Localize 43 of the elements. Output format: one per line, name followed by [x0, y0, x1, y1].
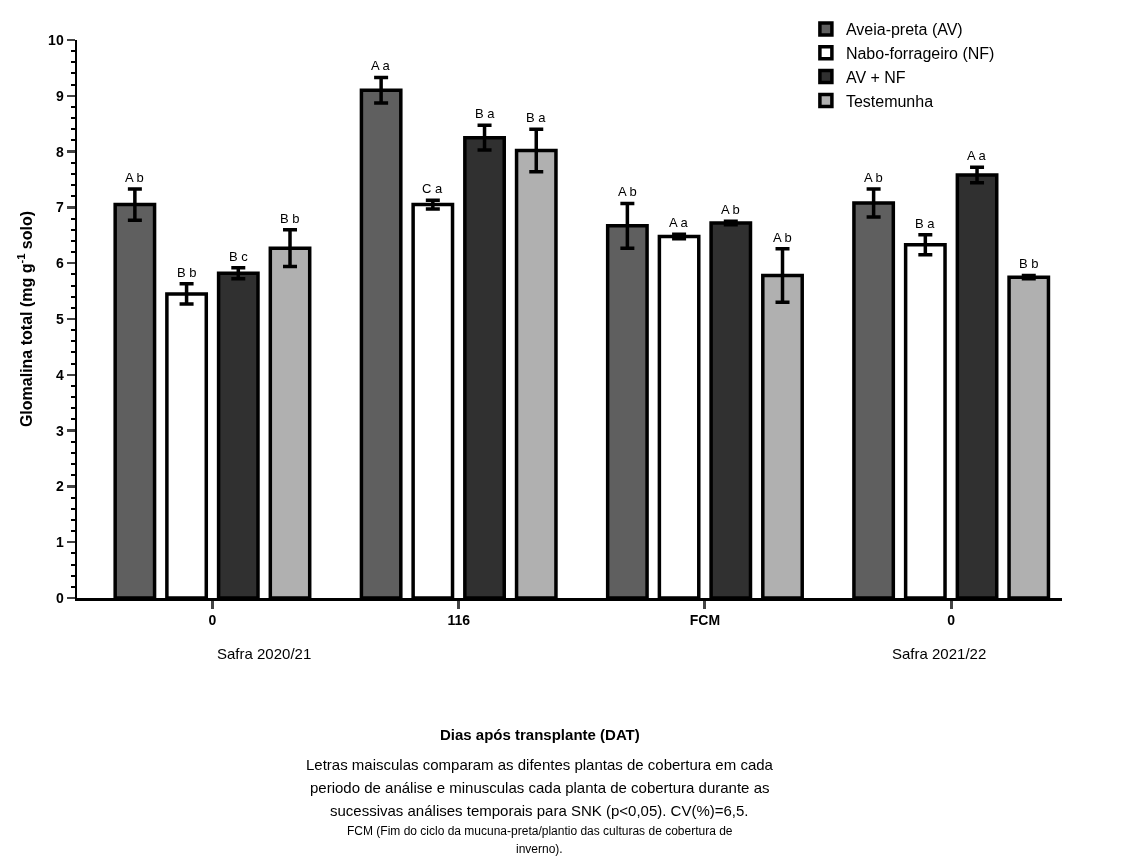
y-tick-label: 3 [55, 422, 64, 439]
text: Dias após transplante (DAT) [440, 726, 640, 743]
data-label: A a [371, 58, 391, 73]
data-label: B a [475, 106, 496, 121]
text: inverno). [516, 842, 563, 856]
data-label: A b [125, 170, 144, 185]
data-label: B b [177, 265, 197, 280]
x-tick-label: 0 [947, 612, 956, 629]
y-tick-label: 1 [55, 534, 64, 551]
y-tick-label: 6 [55, 255, 64, 272]
data-label: A a [967, 148, 987, 163]
legend-label: Testemunha [845, 92, 934, 110]
legend-label: Aveia-preta (AV) [845, 21, 963, 39]
legend-label: Nabo-forrageiro (NF) [845, 45, 995, 63]
y-tick-label: 0 [55, 589, 64, 606]
data-label: A a [669, 215, 689, 230]
text: Safra 2021/22 [892, 645, 987, 662]
x-tick-label: 116 [447, 612, 471, 629]
text: Safra 2020/21 [217, 645, 312, 662]
data-label: B b [280, 211, 300, 226]
text: periodo de análise e minusculas cada planta de cobertura durante as [310, 779, 770, 796]
y-tick-label: 8 [55, 143, 64, 160]
y-tick-label: 7 [55, 199, 64, 216]
data-label: B b [1019, 256, 1039, 271]
y-tick-label: 9 [55, 87, 64, 104]
text: FCM (Fim do ciclo da mucuna-preta/plantio das culturas de cobertura de [347, 824, 733, 838]
text: Letras maisculas comparam as difentes plantas de cobertura em cada [306, 756, 774, 773]
y-tick-label: 2 [55, 478, 64, 495]
legend-label: AV + NF [845, 68, 906, 86]
data-label: A b [864, 170, 883, 185]
data-label: A b [721, 202, 740, 217]
data-label: C a [422, 181, 443, 196]
data-label: B c [229, 249, 249, 264]
y-tick-label: 10 [48, 31, 64, 48]
y-tick-label: 4 [55, 366, 64, 383]
data-label: A b [618, 184, 637, 199]
data-label: A b [773, 230, 792, 245]
x-tick-label: FCM [689, 612, 721, 629]
y-tick-label: 5 [55, 310, 64, 327]
data-label: B a [915, 216, 936, 231]
text: sucessivas análises temporais para SNK (p<0,05). CV(%)=6,5. [330, 802, 749, 819]
data-label: B a [526, 110, 547, 125]
x-tick-label: 0 [208, 612, 217, 629]
